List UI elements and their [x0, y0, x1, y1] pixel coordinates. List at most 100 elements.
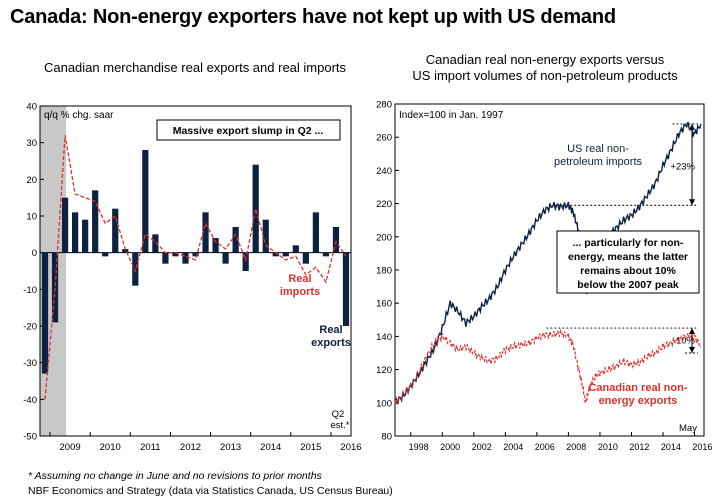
export-bar: [172, 252, 179, 257]
export-bar: [182, 252, 189, 264]
source-note: NBF Economics and Strategy (data via Sta…: [28, 485, 393, 497]
ca-series-label-line-2: energy exports: [599, 395, 678, 407]
left-x-tick-label: 2011: [140, 442, 160, 453]
right-y-tick-label: 100: [376, 398, 392, 409]
export-bar: [122, 249, 129, 253]
imports-label-line-2: imports: [280, 286, 320, 298]
right-annotation-text-line-1: ... particularly for non-: [573, 237, 684, 249]
right-chart-title: Canadian real non-energy exports versus …: [380, 52, 710, 84]
left-y-tick-label: -40: [23, 395, 37, 406]
right-annotation-box: [556, 230, 700, 294]
right-y-tick-label: 140: [376, 332, 392, 343]
left-y-tick-label: 20: [26, 175, 37, 186]
export-bar: [192, 252, 199, 257]
left-x-tick-label: 2016: [340, 442, 361, 453]
right-annotation-text-line-4: below the 2007 peak: [577, 279, 679, 291]
export-bar: [282, 252, 289, 257]
export-bar: [292, 245, 299, 253]
right-y-tick-label: 260: [376, 133, 392, 144]
right-x-tick-label: 2000: [440, 442, 460, 452]
export-bar: [202, 212, 209, 253]
export-bar: [72, 212, 79, 253]
export-bar: [302, 252, 309, 264]
pct10-label: -10%: [673, 336, 696, 347]
right-annotation-text-line-3: remains about 10%: [580, 265, 676, 277]
export-bar: [232, 227, 239, 253]
right-y-tick-label: 120: [376, 365, 392, 376]
left-chart-title: Canadian merchandise real exports and re…: [43, 60, 347, 75]
ca-gap-arrow-head-top: [689, 328, 695, 335]
export-bar: [262, 219, 269, 253]
right-chart-title-line-1: Canadian real non-energy exports versus: [425, 52, 665, 67]
us-series-label-line-2: petroleum imports: [554, 156, 643, 168]
ca-gap-arrow-head-bottom: [689, 347, 695, 353]
left-y-tick-label: -10: [23, 285, 37, 296]
left-x-tick-label: 2009: [60, 442, 81, 453]
page-title: Canada: Non-energy exporters have not ke…: [10, 6, 616, 28]
export-bar: [212, 238, 219, 253]
imports-label-line-1: Real: [288, 273, 311, 285]
export-bar: [222, 252, 229, 264]
ca-exports-line: [394, 329, 702, 404]
right-x-tick-label: 2012: [629, 442, 649, 452]
right-x-tick-label: 1998: [409, 442, 429, 452]
export-bar: [102, 252, 109, 257]
right-y-axis-label: Index=100 in Jan. 1997: [399, 110, 504, 121]
export-bar: [242, 252, 249, 271]
left-x-tick-label: 2014: [260, 442, 281, 453]
export-bar: [322, 252, 330, 257]
right-x-tick-label: 2004: [503, 442, 523, 452]
left-x-tick-label: 2012: [180, 442, 201, 453]
right-y-tick-label: 80: [381, 432, 392, 443]
left-plot-frame: [39, 105, 352, 437]
export-bar: [312, 212, 319, 253]
est-label: est.*: [330, 420, 349, 431]
export-bar: [112, 208, 119, 253]
right-chart: 280 260 240 220 200 180 160 140 120 100 80 1998 2000…: [376, 100, 712, 453]
export-bar: [272, 252, 279, 257]
right-y-tick-label: 280: [376, 100, 392, 111]
export-bar: [61, 197, 69, 253]
imports-line: [44, 135, 347, 400]
left-y-tick-label: 30: [26, 138, 37, 149]
q2-label: Q2: [332, 409, 345, 420]
left-y-tick-label: -20: [23, 322, 37, 333]
left-y-tick-label: -30: [23, 358, 37, 369]
left-y-tick-label: 0: [32, 248, 37, 259]
right-y-tick-label: 160: [376, 299, 392, 310]
pct23-label: +23%: [670, 161, 695, 172]
us-imports-line: [394, 121, 702, 405]
right-x-tick-label: 2010: [598, 442, 618, 452]
ca-series-label-line-1: Canadian real non-: [588, 382, 687, 394]
left-x-tick-label: 2010: [100, 442, 121, 453]
left-y-tick-label: -50: [23, 432, 37, 443]
us-series-label-line-1: US real non-: [567, 143, 629, 155]
right-chart-title-line-2: US import volumes of non-petroleum produ…: [412, 68, 678, 83]
exports-label-line-2: exports: [311, 337, 351, 349]
left-y-tick-label: 10: [26, 212, 37, 223]
right-x-tick-label: 2008: [566, 442, 586, 452]
export-bar: [332, 227, 340, 253]
right-annotation-text-line-2: energy, means the latter: [568, 251, 688, 263]
may-label: May: [679, 423, 697, 434]
left-x-tick-label: 2013: [220, 442, 241, 453]
right-y-tick-label: 220: [376, 199, 392, 210]
export-bar: [82, 219, 89, 253]
export-bar: [152, 234, 159, 253]
export-bar: [142, 150, 149, 253]
export-bar: [51, 252, 59, 323]
export-bar: [252, 164, 259, 253]
right-y-tick-label: 200: [376, 232, 392, 243]
right-x-tick-label: 2006: [535, 442, 555, 452]
left-y-axis-label: q/q % chg. saar: [44, 110, 114, 121]
export-bar: [342, 252, 350, 326]
right-y-tick-label: 180: [376, 266, 392, 277]
left-x-tick-label: 2015: [300, 442, 321, 453]
left-y-tick-label: 40: [26, 102, 37, 113]
right-y-tick-label: 240: [376, 166, 392, 177]
export-bar: [132, 252, 139, 286]
right-x-tick-label: 2016: [692, 442, 712, 452]
right-x-tick-label: 2014: [661, 442, 681, 452]
